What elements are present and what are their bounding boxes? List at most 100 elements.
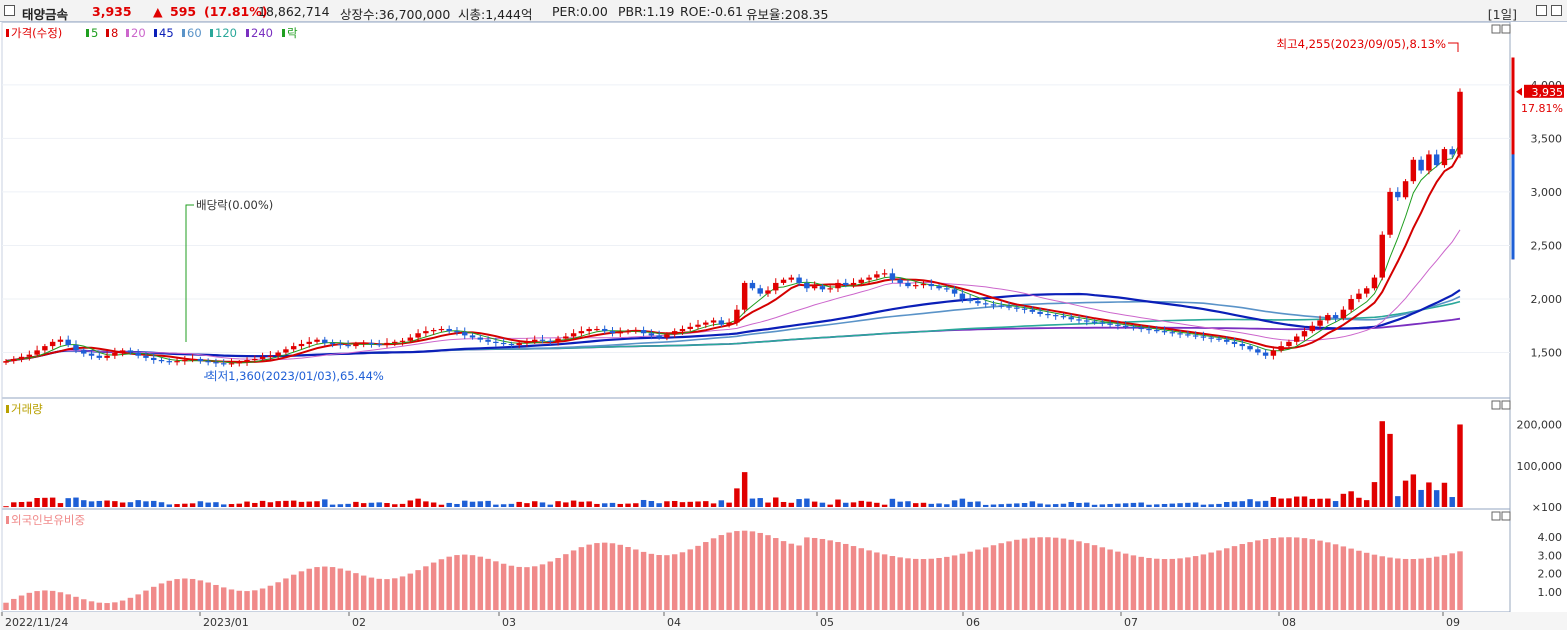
volume-bar <box>749 498 756 507</box>
volume-bar <box>765 502 771 507</box>
foreign-bar <box>928 558 934 610</box>
volume-bar <box>920 502 927 507</box>
x-tick-label: 08 <box>1282 616 1296 629</box>
foreign-bar <box>547 561 553 610</box>
legend-swatch <box>106 29 109 37</box>
candle <box>26 354 33 357</box>
candle <box>671 331 678 335</box>
foreign-bar <box>687 549 693 610</box>
foreign-bar <box>158 583 165 610</box>
volume-bar <box>773 497 779 507</box>
volume-bar <box>228 504 235 507</box>
volume-bar <box>1021 503 1028 507</box>
foreign-tick-label: 4.00 <box>1538 531 1563 544</box>
maximize-icon[interactable] <box>1536 5 1547 16</box>
volume-bar <box>1387 433 1393 507</box>
volume-bar <box>1371 482 1378 507</box>
volume-bar <box>796 499 802 507</box>
volume-bar <box>3 506 9 508</box>
foreign-bar <box>679 552 686 610</box>
foreign-bar <box>337 568 344 610</box>
candle <box>423 331 429 334</box>
candle <box>749 282 756 289</box>
volume-bar <box>189 503 196 507</box>
candle <box>959 293 966 299</box>
volume-bar <box>1270 497 1277 507</box>
candle <box>438 328 445 331</box>
foreign-bar <box>49 590 56 610</box>
volume-bar <box>1200 504 1207 507</box>
candle <box>384 342 390 346</box>
candle <box>827 288 833 290</box>
foreign-bar <box>1115 551 1121 610</box>
candle <box>1130 326 1137 329</box>
x-axis-bg <box>0 612 1567 630</box>
select-checkbox[interactable] <box>4 5 15 16</box>
foreign-bar <box>827 540 833 610</box>
candle <box>1115 324 1121 326</box>
candle <box>1410 159 1417 182</box>
x-tick-label: 04 <box>667 616 681 629</box>
candle <box>104 355 110 358</box>
period-selector[interactable]: [1일] <box>1487 7 1517 22</box>
candle <box>1278 346 1284 351</box>
candle <box>819 286 826 290</box>
volume-bar <box>290 500 297 507</box>
candle <box>532 339 538 342</box>
candle <box>796 277 802 283</box>
foreign-bar <box>796 545 802 610</box>
ma-5-line <box>5 142 1461 364</box>
foreign-bar <box>1325 542 1331 610</box>
volume-bar <box>462 500 468 507</box>
candle <box>1052 315 1059 317</box>
candle <box>1224 339 1230 342</box>
close-icon[interactable] <box>1551 5 1562 16</box>
foreign-bar <box>913 558 919 610</box>
candle <box>485 339 491 342</box>
candle <box>1395 191 1401 198</box>
foreign-bar <box>1449 553 1455 610</box>
volume-bar <box>827 504 833 507</box>
volume-bar <box>244 501 250 507</box>
foreign-bar <box>252 590 258 610</box>
candle <box>345 345 351 347</box>
candle <box>353 343 359 347</box>
volume-bar <box>1224 502 1230 507</box>
candle <box>539 339 546 341</box>
per-value: PER:0.00 <box>552 4 608 19</box>
foreign-bar <box>1433 556 1440 610</box>
foreign-bar <box>1029 537 1036 610</box>
volume-bar <box>158 502 165 507</box>
volume-bar <box>687 501 693 507</box>
foreign-tick-label: 3.00 <box>1538 549 1563 562</box>
candle <box>928 283 934 287</box>
foreign-bar <box>454 555 460 610</box>
foreign-panel-title: 외국인보유비중 <box>11 513 85 527</box>
foreign-bar <box>1317 540 1323 610</box>
current-price: 3,935 <box>92 4 132 19</box>
candle <box>11 358 17 362</box>
candle <box>788 277 795 280</box>
volume-bar <box>329 504 336 507</box>
candle <box>524 341 530 344</box>
volume-bar <box>1068 501 1074 507</box>
candle <box>1457 91 1463 155</box>
volume-bar <box>127 502 134 507</box>
volume-bar <box>1402 480 1409 507</box>
candle <box>1379 234 1385 278</box>
candle <box>881 273 888 275</box>
foreign-bar <box>1278 537 1284 610</box>
foreign-bar <box>1426 557 1432 610</box>
volume-legend-swatch <box>6 405 9 413</box>
candle <box>228 363 235 365</box>
foreign-bar <box>1457 551 1463 610</box>
volume-bar <box>337 504 344 507</box>
volume-bar <box>998 504 1004 507</box>
volume-bar <box>726 502 732 507</box>
volume-bar <box>376 502 382 507</box>
foreign-bar <box>1045 537 1051 610</box>
volume-bar <box>1115 503 1121 507</box>
volume-bar <box>633 503 639 507</box>
dividend-pointer <box>185 204 194 342</box>
candle <box>290 346 297 350</box>
